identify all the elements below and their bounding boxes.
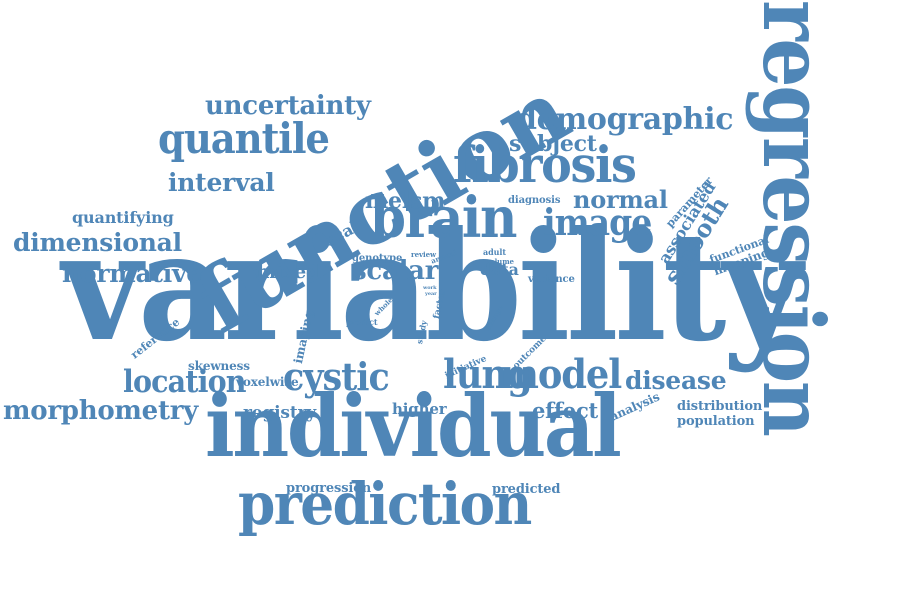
word-diagnosis: diagnosis (508, 195, 561, 206)
word-predict: predict (346, 317, 378, 327)
word-model: model (500, 351, 622, 398)
word-skewness: skewness (188, 359, 250, 373)
word-voxelwise: voxelwise (236, 375, 299, 389)
word-volume: volume (486, 257, 514, 266)
word-effect: effect (532, 398, 599, 423)
word-individual: individual (205, 377, 622, 477)
word-normative: normative (62, 259, 202, 288)
word-disease: disease (625, 366, 727, 395)
word-population: population (677, 414, 755, 429)
word-higher: higher (392, 400, 447, 418)
word-morphometry: morphometry (3, 396, 198, 426)
word-demographic: demographic (516, 102, 734, 137)
word-progression: progression (286, 481, 372, 496)
word-review: review (411, 250, 436, 259)
word-location: location (123, 364, 246, 400)
word-adult: adult (483, 247, 506, 257)
word-quantifying: quantifying (72, 208, 174, 227)
word-normal: normal (573, 185, 668, 214)
word-variability: variability (62, 199, 802, 375)
word-prediction: prediction (238, 470, 532, 538)
word-fibrosis: fibrosis (453, 135, 637, 194)
word-data: data (480, 260, 519, 279)
word-genotype: genotype (352, 253, 403, 264)
word-predicted: predicted (492, 482, 561, 497)
word-brain: brain (370, 185, 517, 251)
word-subject: subject (509, 131, 597, 157)
word-interval: interval (168, 168, 275, 197)
word-image: image (543, 202, 652, 244)
word-year: year (425, 291, 437, 297)
word-lung: lung (443, 351, 533, 398)
word-mixed: mixed (256, 261, 320, 283)
word-dimensional: dimensional (13, 228, 182, 257)
word-regression: regression (744, 0, 843, 435)
word-uncertainty: uncertainty (205, 91, 371, 121)
word-work: work (423, 285, 437, 291)
word-melsm: melsm (365, 188, 446, 214)
word-cystic: cystic (283, 354, 390, 399)
word-variance: variance (528, 274, 575, 285)
word-scalar: scalar (352, 256, 439, 286)
word-registry: registry (243, 403, 317, 423)
word-distribution: distribution (677, 399, 763, 414)
word-quantile: quantile (158, 114, 330, 163)
